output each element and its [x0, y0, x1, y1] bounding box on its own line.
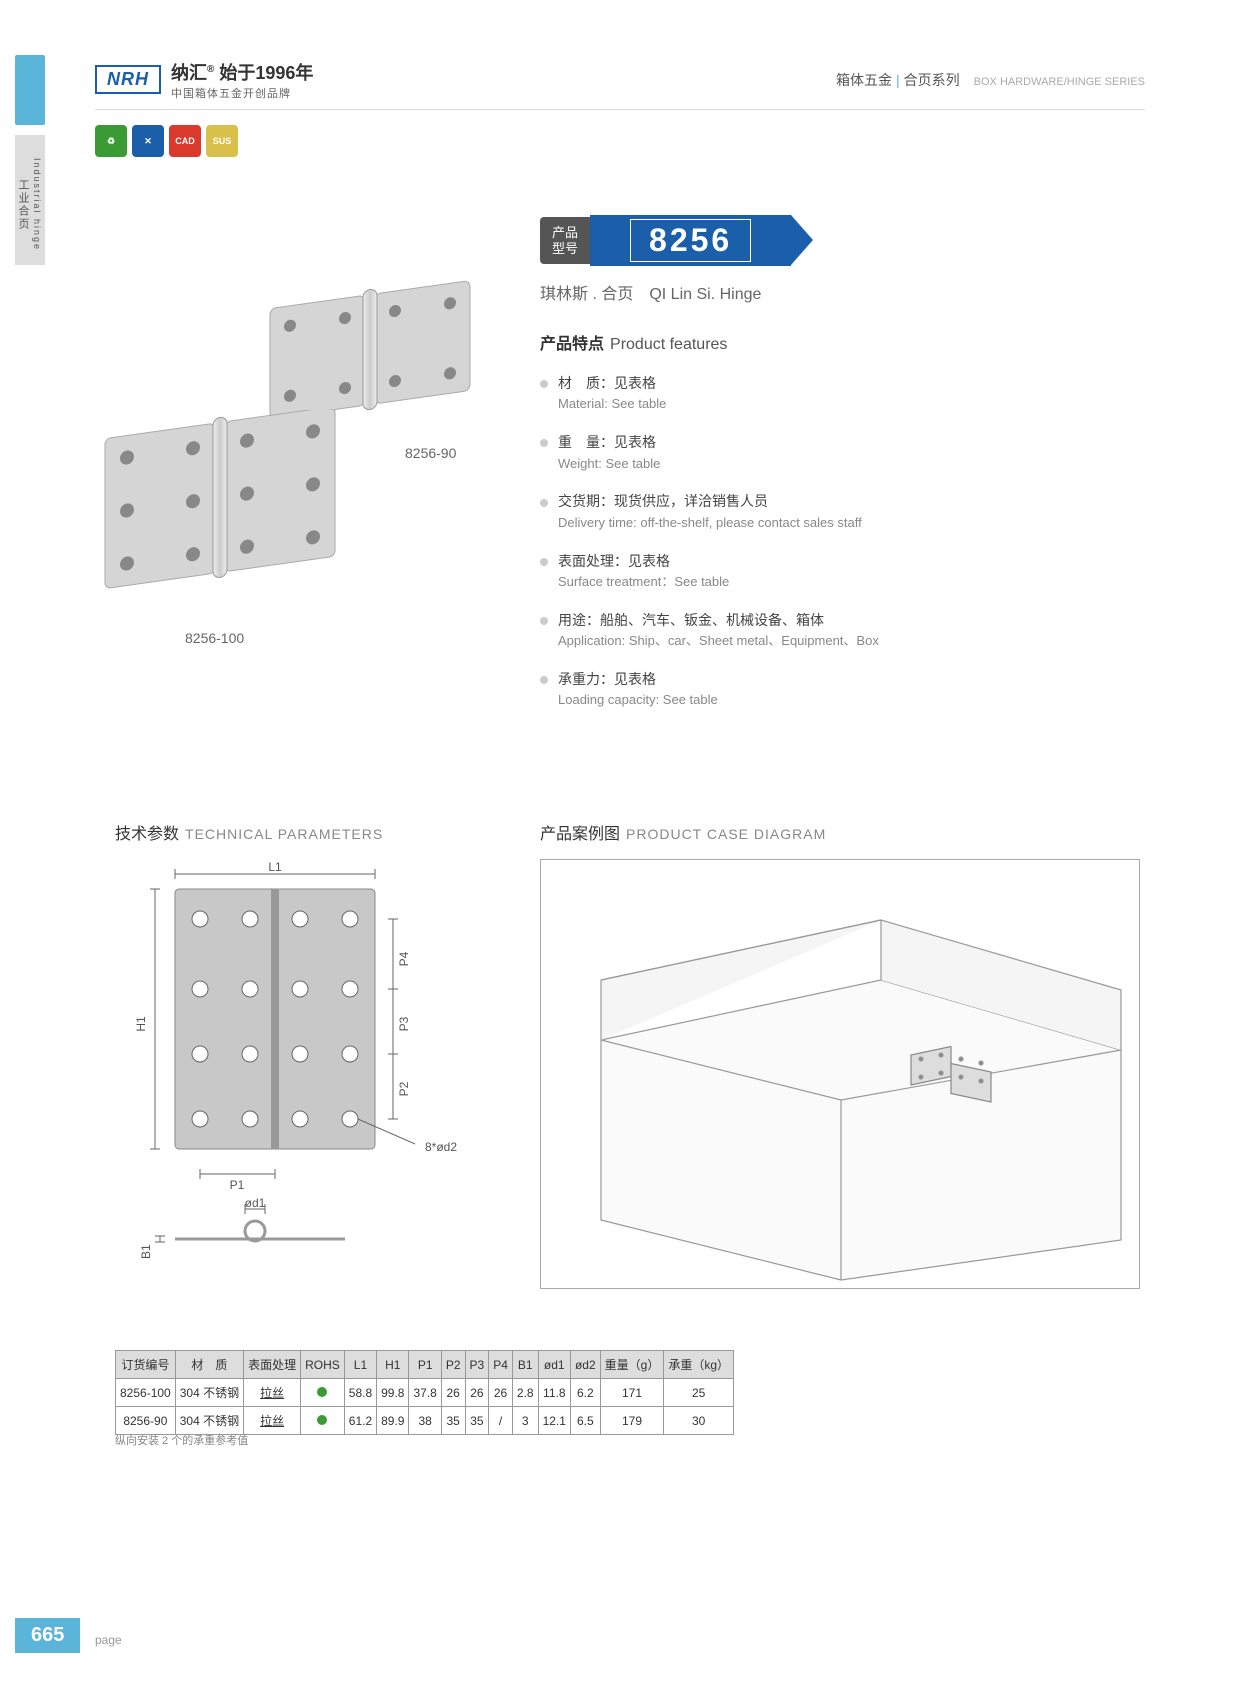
product-image-2 — [95, 410, 345, 600]
table-header-cell: L1 — [344, 1351, 376, 1379]
svg-text:H1: H1 — [134, 1016, 148, 1032]
svg-text:P1: P1 — [230, 1178, 245, 1192]
table-row: 8256-100304 不锈钢拉丝58.899.837.82626262.811… — [116, 1379, 734, 1407]
table-cell: 37.8 — [409, 1379, 441, 1407]
table-cell: 11.8 — [538, 1379, 570, 1407]
table-cell: 3 — [512, 1407, 538, 1435]
feature-icons: ♻✕CADSUS — [95, 125, 238, 157]
table-cell: 99.8 — [377, 1379, 409, 1407]
svg-text:ød1: ød1 — [245, 1196, 266, 1210]
table-cell: / — [489, 1407, 513, 1435]
model-number-block: 产品 型号 8256 — [540, 215, 791, 266]
page-label: page — [95, 1633, 122, 1647]
logo-cn: 纳汇® 始于1996年 — [171, 59, 313, 85]
table-header-cell: 订货编号 — [116, 1351, 176, 1379]
table-cell: 35 — [441, 1407, 465, 1435]
feature-icon: ♻ — [95, 125, 127, 157]
table-cell: 35 — [465, 1407, 489, 1435]
svg-text:P2: P2 — [397, 1081, 411, 1096]
feature-item: 承重力：见表格Loading capacity: See table — [540, 668, 1145, 711]
table-header-cell: ROHS — [301, 1351, 345, 1379]
svg-text:P4: P4 — [397, 951, 411, 966]
feature-item: 重 量：见表格Weight: See table — [540, 431, 1145, 474]
table-cell — [301, 1379, 345, 1407]
table-header-cell: B1 — [512, 1351, 538, 1379]
svg-text:P3: P3 — [397, 1016, 411, 1031]
table-cell — [301, 1407, 345, 1435]
table-cell: 89.9 — [377, 1407, 409, 1435]
table-cell: 26 — [489, 1379, 513, 1407]
table-cell: 6.5 — [570, 1407, 600, 1435]
svg-text:8*ød2: 8*ød2 — [425, 1140, 457, 1154]
table-cell: 拉丝 — [244, 1379, 301, 1407]
table-cell: 30 — [664, 1407, 734, 1435]
table-cell: 2.8 — [512, 1379, 538, 1407]
product-name: 琪林斯 . 合页 QI Lin Si. Hinge — [540, 280, 761, 304]
table-cell: 26 — [441, 1379, 465, 1407]
table-cell: 179 — [600, 1407, 664, 1435]
table-header-cell: 承重（kg） — [664, 1351, 734, 1379]
logo-block: NRH 纳汇® 始于1996年 中国箱体五金开创品牌 — [95, 59, 313, 101]
table-cell: 58.8 — [344, 1379, 376, 1407]
table-header-row: 订货编号材 质表面处理ROHSL1H1P1P2P3P4B1ød1ød2重量（g）… — [116, 1351, 734, 1379]
table-header-cell: 表面处理 — [244, 1351, 301, 1379]
spec-table: 订货编号材 质表面处理ROHSL1H1P1P2P3P4B1ød1ød2重量（g）… — [115, 1350, 734, 1435]
table-cell: 171 — [600, 1379, 664, 1407]
feature-item: 用途：船舶、汽车、钣金、机械设备、箱体Application: Ship、car… — [540, 609, 1145, 652]
table-header-cell: 重量（g） — [600, 1351, 664, 1379]
table-header-cell: 材 质 — [175, 1351, 243, 1379]
feature-icon: SUS — [206, 125, 238, 157]
image-label-1: 8256-90 — [405, 445, 456, 461]
image-label-2: 8256-100 — [185, 630, 244, 646]
feature-item: 材 质：见表格Material: See table — [540, 372, 1145, 415]
feature-item: 交货期：现货供应，详洽销售人员Delivery time: off-the-sh… — [540, 490, 1145, 533]
logo-subtitle: 中国箱体五金开创品牌 — [171, 85, 313, 101]
product-image-1 — [260, 280, 480, 430]
case-diagram-section: 产品案例图PRODUCT CASE DIAGRAM — [540, 820, 1145, 1289]
case-diagram — [540, 859, 1140, 1289]
tech-title: 技术参数TECHNICAL PARAMETERS — [115, 820, 495, 844]
table-cell: 304 不锈钢 — [175, 1407, 243, 1435]
logo-mark: NRH — [95, 65, 161, 94]
table-cell: 12.1 — [538, 1407, 570, 1435]
page-number: 665 — [15, 1618, 80, 1653]
table-header-cell: P1 — [409, 1351, 441, 1379]
table-cell: 38 — [409, 1407, 441, 1435]
table-header-cell: P2 — [441, 1351, 465, 1379]
feature-item: 表面处理：见表格Surface treatment：See table — [540, 550, 1145, 593]
page-header: NRH 纳汇® 始于1996年 中国箱体五金开创品牌 箱体五金|合页系列 BOX… — [95, 50, 1145, 110]
table-cell: 61.2 — [344, 1407, 376, 1435]
table-header-cell: P3 — [465, 1351, 489, 1379]
header-category: 箱体五金|合页系列 BOX HARDWARE/HINGE SERIES — [836, 70, 1145, 90]
table-cell: 8256-100 — [116, 1379, 176, 1407]
table-header-cell: ød1 — [538, 1351, 570, 1379]
table-cell: 26 — [465, 1379, 489, 1407]
table-cell: 25 — [664, 1379, 734, 1407]
table-row: 8256-90304 不锈钢拉丝61.289.9383535/312.16.51… — [116, 1407, 734, 1435]
product-images: 8256-90 8256-100 — [95, 280, 515, 660]
table-cell: 304 不锈钢 — [175, 1379, 243, 1407]
table-note: 纵向安装 2 个的承重参考值 — [115, 1432, 248, 1448]
svg-text:L1: L1 — [268, 860, 282, 874]
technical-parameters: 技术参数TECHNICAL PARAMETERS — [115, 820, 495, 1294]
side-category-label: 工业合页 Industrial hinge — [15, 135, 45, 265]
table-header-cell: ød2 — [570, 1351, 600, 1379]
tech-diagram: L1 H1 P1 P4 P3 P2 8*ød2 ød1 B1 — [115, 859, 495, 1294]
svg-text:B1: B1 — [139, 1244, 153, 1259]
feature-icon: ✕ — [132, 125, 164, 157]
features-list: 材 质：见表格Material: See table 重 量：见表格Weight:… — [540, 372, 1145, 711]
table-cell: 拉丝 — [244, 1407, 301, 1435]
table-cell: 8256-90 — [116, 1407, 176, 1435]
table-cell: 6.2 — [570, 1379, 600, 1407]
table-header-cell: P4 — [489, 1351, 513, 1379]
case-title: 产品案例图PRODUCT CASE DIAGRAM — [540, 820, 1145, 844]
product-features: 产品特点Product features 材 质：见表格Material: Se… — [540, 330, 1145, 727]
side-tab — [15, 55, 45, 125]
feature-icon: CAD — [169, 125, 201, 157]
model-label: 产品 型号 — [540, 217, 590, 264]
features-title: 产品特点Product features — [540, 330, 1145, 354]
model-number: 8256 — [590, 215, 791, 266]
table-header-cell: H1 — [377, 1351, 409, 1379]
